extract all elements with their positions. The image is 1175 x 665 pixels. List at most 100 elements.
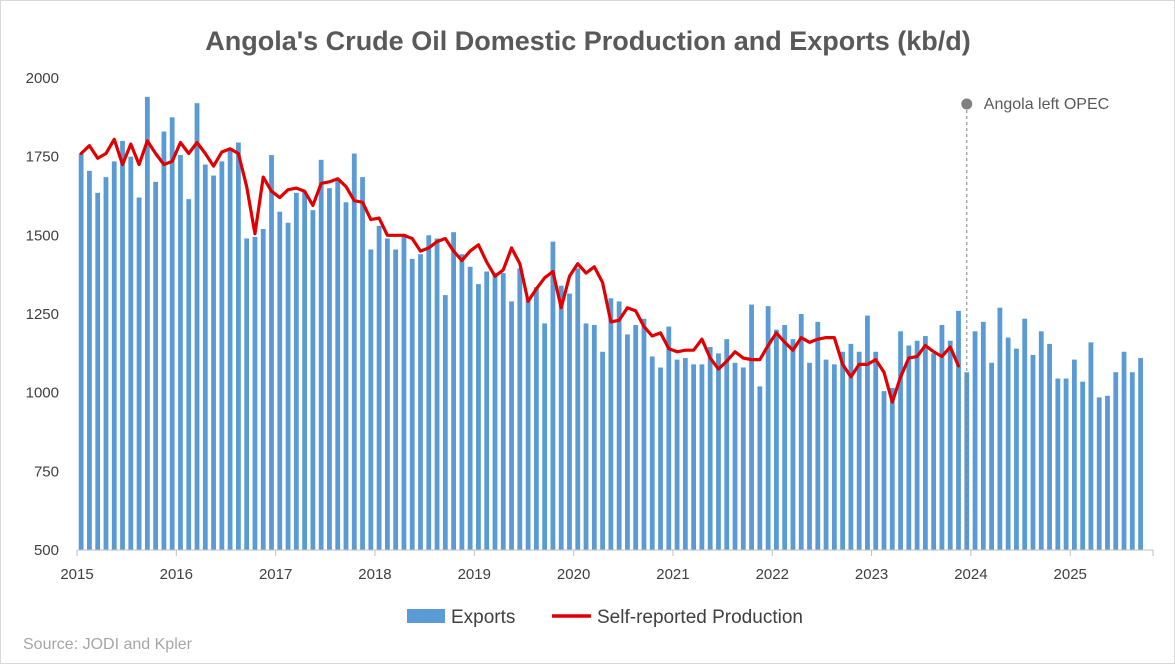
exports-bar [972, 331, 978, 550]
exports-bar [1113, 372, 1119, 550]
exports-bar [78, 153, 84, 550]
exports-bar [136, 197, 142, 550]
exports-bar [732, 362, 738, 550]
exports-bar [666, 326, 672, 550]
exports-bar [277, 211, 283, 551]
exports-bar [964, 372, 970, 550]
exports-bar [384, 238, 390, 551]
exports-bar [873, 351, 879, 550]
exports-bar [211, 175, 216, 551]
exports-bar [840, 351, 846, 550]
exports-bar [856, 351, 862, 550]
exports-bar [1088, 342, 1094, 550]
exports-bar [848, 343, 854, 550]
exports-bar [500, 273, 506, 550]
exports-bar [716, 353, 721, 550]
exports-bar [749, 304, 754, 550]
exports-bar [1105, 395, 1110, 550]
y-tick-label: 2000 [26, 70, 59, 87]
exports-bar [153, 181, 159, 550]
exports-bar [699, 364, 705, 550]
exports-bar [831, 364, 837, 550]
exports-bar [989, 362, 994, 550]
exports-bar [476, 284, 481, 550]
production-line [79, 137, 961, 404]
exports-bar [120, 140, 125, 550]
exports-bar [757, 386, 763, 550]
exports-bar [434, 238, 440, 551]
exports-bar [169, 117, 175, 550]
exports-bar [426, 235, 432, 550]
exports-bar [707, 347, 713, 550]
x-tick-label: 2025 [1054, 566, 1087, 583]
exports-bar [922, 336, 928, 550]
x-tick-label: 2016 [160, 566, 193, 583]
x-tick-label: 2021 [656, 566, 689, 583]
exports-bar [260, 229, 266, 551]
annotation-marker [961, 98, 973, 110]
exports-bar [1129, 372, 1135, 550]
exports-bar [980, 321, 986, 550]
exports-bar [641, 318, 647, 550]
exports-bar [236, 142, 241, 550]
exports-bar [865, 315, 870, 550]
exports-bar [931, 353, 937, 550]
x-axis: 2015 2016 2017 2018 2019 2020 2021 2022 2023 2024… [60, 549, 1154, 583]
exports-bar [318, 159, 324, 550]
exports-bar [633, 325, 639, 550]
legend-exports-label: Exports [451, 607, 515, 628]
exports-bar [451, 232, 456, 550]
exports-bar [252, 236, 258, 550]
exports-bar [194, 103, 200, 551]
x-tick-label: 2022 [756, 566, 789, 583]
x-tick-label: 2023 [855, 566, 888, 583]
exports-bar [484, 271, 490, 550]
exports-bar [1055, 378, 1061, 550]
exports-bar [765, 306, 771, 550]
exports-bar [178, 155, 183, 550]
exports-bar [591, 325, 597, 550]
exports-bar [1014, 348, 1019, 550]
exports-bar [401, 233, 407, 550]
exports-bar [691, 364, 697, 550]
exports-bar [95, 192, 101, 550]
exports-bar [1022, 318, 1028, 550]
exports-bar [1138, 358, 1143, 550]
exports-bar [459, 254, 465, 550]
exports-bar [285, 222, 291, 550]
exports-bar [774, 329, 779, 550]
exports-bar [525, 296, 531, 550]
exports-bar [111, 161, 117, 550]
exports-bar [227, 150, 233, 550]
x-tick-label: 2018 [358, 566, 391, 583]
exports-bar [807, 362, 812, 550]
exports-bar [393, 249, 399, 551]
exports-bar [144, 96, 150, 550]
exports-bar [881, 391, 887, 550]
exports-bar [575, 268, 581, 550]
exports-bar [517, 268, 523, 550]
exports-bar [293, 192, 299, 550]
exports-bar [542, 323, 548, 550]
exports-bar [600, 351, 605, 550]
exports-bar [682, 358, 688, 550]
legend-exports-swatch [407, 609, 445, 623]
exports-bar [1121, 351, 1127, 550]
exports-bar [103, 177, 109, 550]
exports-bar [533, 287, 539, 550]
y-tick-label: 750 [34, 463, 59, 480]
exports-bar [740, 367, 746, 550]
exports-bar [906, 345, 912, 550]
exports-bar [1030, 354, 1036, 550]
exports-bar [87, 170, 92, 550]
exports-bar [409, 258, 415, 550]
exports-bar [351, 153, 357, 550]
exports-bar [492, 273, 498, 550]
exports-bar [219, 161, 225, 550]
exports-bar [939, 325, 945, 550]
y-axis-labels: 500 750 1000 1250 1500 1750 2000 [26, 70, 59, 559]
exports-bar [558, 285, 564, 550]
exports-bar [956, 310, 961, 550]
